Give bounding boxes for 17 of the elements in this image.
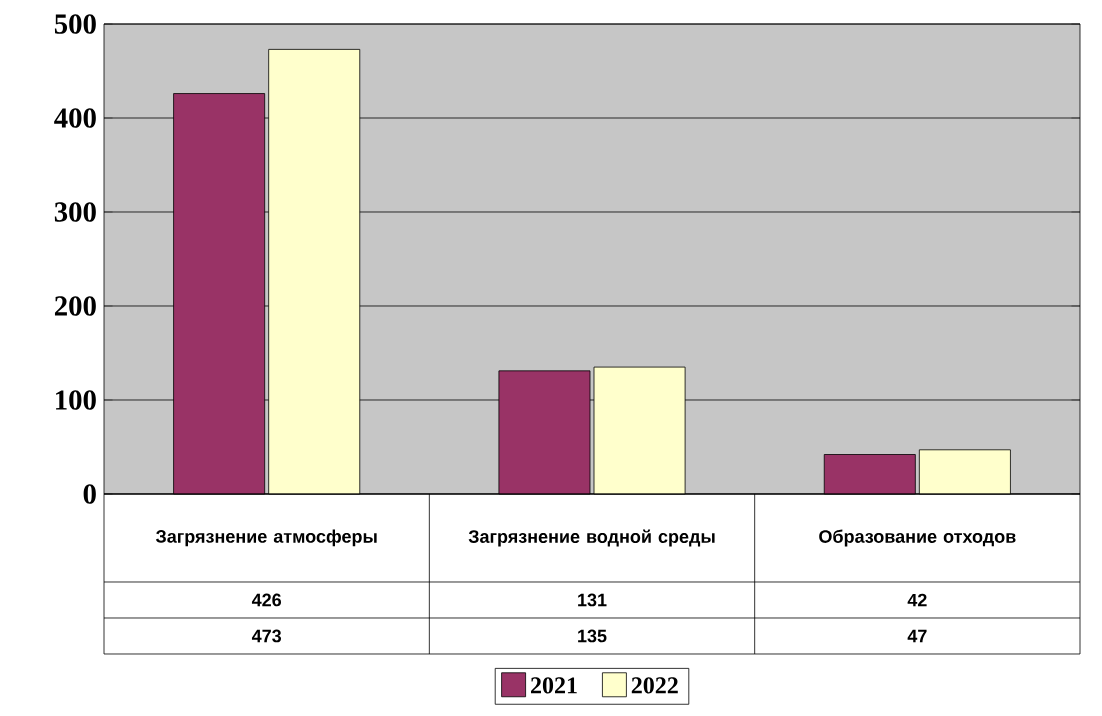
data-label: 131 <box>578 593 607 607</box>
y-tick-label: 500 <box>54 14 96 34</box>
y-tick-label: 0 <box>83 484 96 504</box>
x-tick-label: Образование отходов <box>819 529 1016 547</box>
y-tick-label: 300 <box>54 202 96 222</box>
legend-label: 2021 <box>531 677 577 694</box>
x-tick-label: Загрязнение атмосферы <box>155 529 377 547</box>
data-label: 135 <box>578 629 607 643</box>
data-label: 47 <box>907 629 927 643</box>
y-tick-label: 200 <box>54 296 96 316</box>
data-label: 426 <box>251 593 282 607</box>
y-tick-label: 400 <box>54 108 96 128</box>
y-tick-label: 100 <box>56 390 96 410</box>
legend-label: 2022 <box>631 677 678 694</box>
data-label: 42 <box>907 593 927 607</box>
x-tick-label: Загрязнение водной среды <box>468 529 715 547</box>
data-label: 473 <box>251 629 282 643</box>
